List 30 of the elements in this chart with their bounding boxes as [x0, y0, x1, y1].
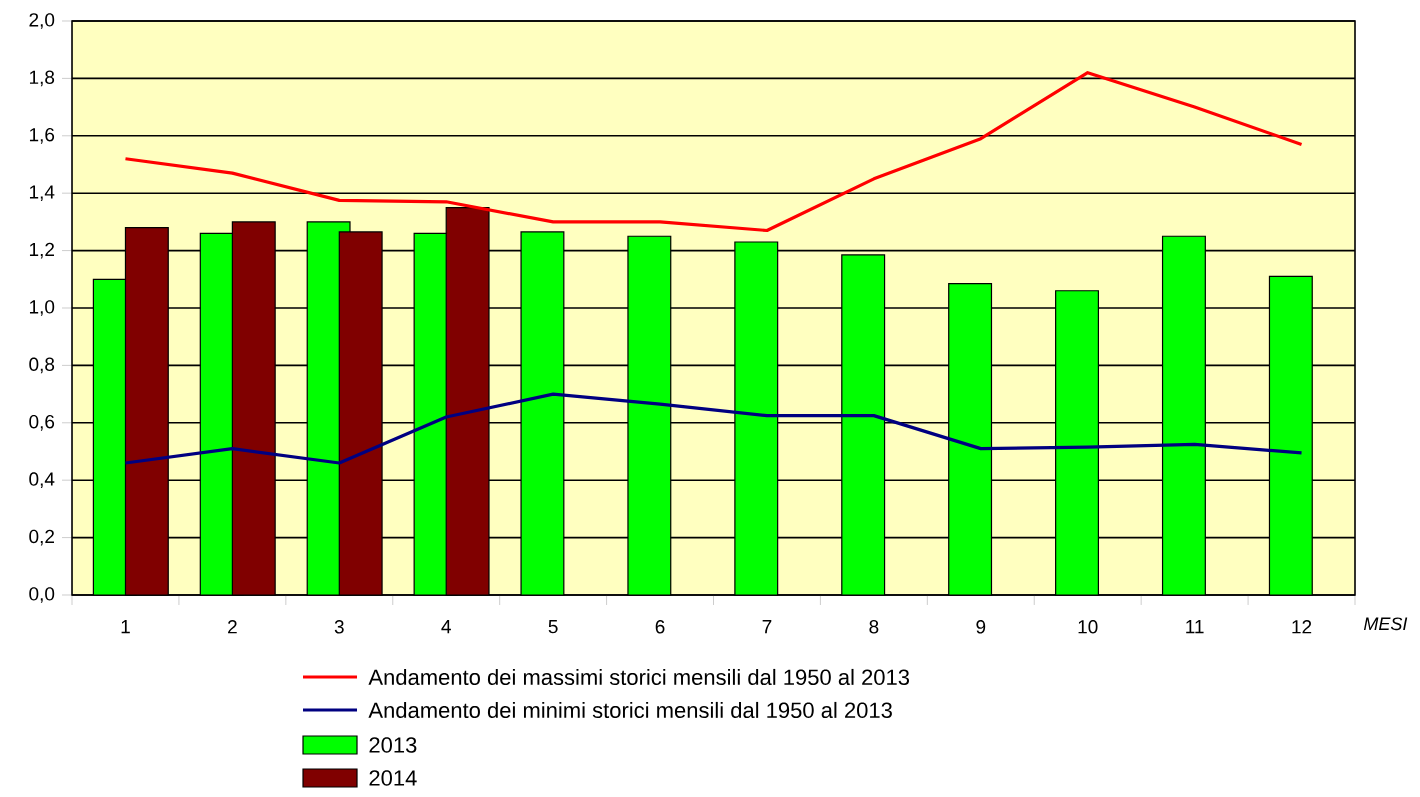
legend-label: Andamento dei massimi storici mensili dal 1950 al 2013 — [368, 668, 910, 686]
y-tick-label: 1,6 — [29, 127, 55, 144]
y-tick-label: 0,4 — [29, 472, 55, 489]
x-tick-label: 11 — [1186, 620, 1204, 634]
x-tick-label: 8 — [869, 620, 879, 634]
y-tick-label: 1,0 — [29, 300, 55, 316]
x-tick-label: 12 — [1292, 620, 1312, 634]
x-tick-label: 10 — [1078, 620, 1098, 634]
y-tick-label: 1,8 — [29, 70, 55, 87]
legend-label: 2014 — [369, 770, 417, 786]
legend-label: 2013 — [369, 737, 417, 753]
x-tick-label: 6 — [655, 620, 665, 634]
y-tick-label: 1,4 — [29, 185, 55, 201]
y-tick-label: 2,0 — [29, 13, 55, 29]
x-tick-label: 5 — [548, 620, 558, 634]
x-axis-title: MESI — [1363, 617, 1408, 631]
x-tick-label: 3 — [334, 620, 344, 634]
legend-label: Andamento dei minimi storici mensili dal 1950 al 2013 — [368, 701, 892, 719]
y-tick-label: 0,8 — [29, 357, 55, 374]
y-tick-label: 0,2 — [29, 529, 55, 546]
x-tick-label: 9 — [976, 620, 986, 634]
line-series — [123, 71, 1304, 233]
y-tick-label: 0,6 — [29, 414, 55, 431]
x-tick-label: 2 — [228, 620, 237, 634]
y-tick-label: 0,0 — [29, 587, 55, 603]
y-tick-label: 1,2 — [29, 242, 55, 259]
line-series — [123, 392, 1304, 465]
x-tick-label: 4 — [441, 620, 451, 634]
x-tick-label: 7 — [762, 620, 772, 634]
x-tick-label: 1 — [121, 620, 130, 634]
